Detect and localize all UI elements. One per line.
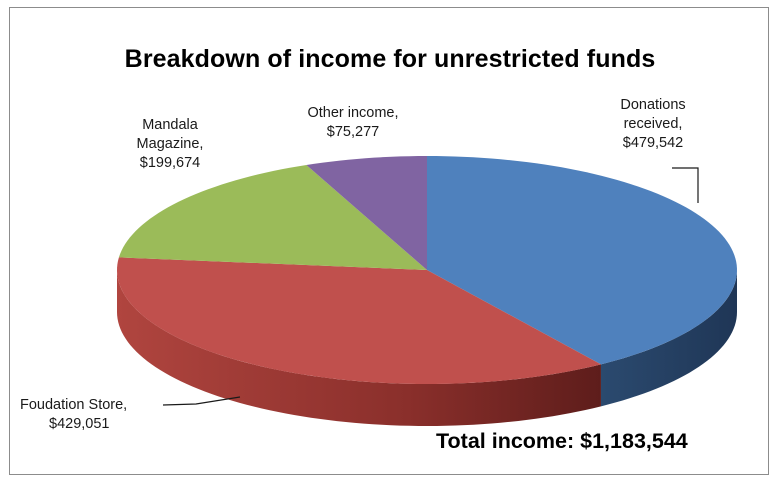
label-other: Other income, $75,277 bbox=[288, 104, 418, 142]
label-magazine-line1: Mandala bbox=[142, 117, 198, 133]
leader-line-store bbox=[162, 396, 241, 406]
label-magazine: Mandala Magazine, $199,674 bbox=[120, 116, 220, 173]
leader-line-donations bbox=[672, 167, 699, 203]
pie-slice-foudation-store bbox=[117, 257, 601, 384]
total-income-label: Total income: $1,183,544 bbox=[436, 429, 688, 453]
pie-slice-other-income bbox=[306, 156, 427, 270]
label-donations-line1: Donations bbox=[620, 97, 686, 113]
label-magazine-line2: Magazine, bbox=[136, 136, 204, 152]
label-donations: Donations received, $479,542 bbox=[598, 96, 708, 153]
label-store-value: $429,051 bbox=[49, 416, 110, 432]
label-donations-value: $479,542 bbox=[622, 135, 684, 151]
label-other-value: $75,277 bbox=[326, 124, 380, 140]
pie-side-foudation-store bbox=[117, 270, 601, 426]
pie-side-donations-received bbox=[600, 270, 737, 407]
label-other-line1: Other income, bbox=[307, 105, 399, 121]
label-donations-line2: received, bbox=[623, 116, 683, 132]
pie-slice-mandala-magazine bbox=[118, 164, 427, 270]
label-store-line1: Foudation Store, bbox=[20, 397, 128, 413]
label-store: Foudation Store, $429,051 bbox=[20, 396, 168, 434]
pie-slice-donations-received bbox=[427, 156, 737, 365]
chart-title: Breakdown of income for unrestricted fun… bbox=[124, 45, 656, 73]
label-magazine-value: $199,674 bbox=[139, 155, 201, 171]
